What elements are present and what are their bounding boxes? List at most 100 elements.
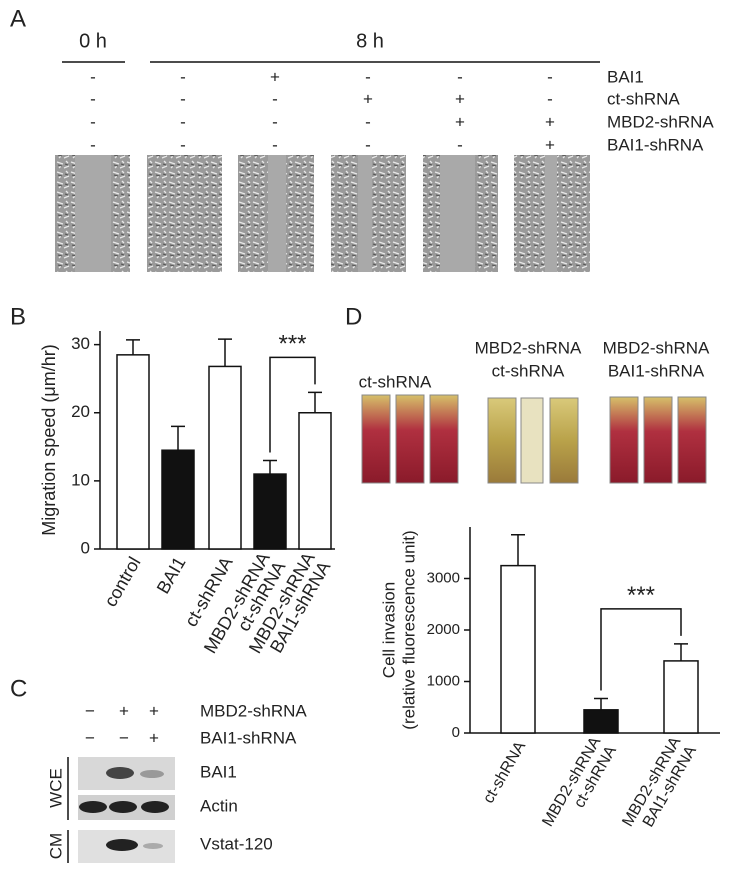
condition-sign: - <box>180 135 186 154</box>
condition-sign: - <box>457 135 463 154</box>
condition-name: BAI1 <box>607 67 644 86</box>
y-tick-label: 3000 <box>427 569 460 586</box>
condition-sign: - <box>180 89 186 108</box>
wound-gap <box>268 155 286 272</box>
condition-name: MBD2-shRNA <box>200 701 307 720</box>
wound-gap <box>358 155 372 272</box>
image-label: ct-shRNA <box>492 361 565 380</box>
significance-label: *** <box>278 331 306 358</box>
error-bar <box>511 533 525 566</box>
error-bar <box>218 338 232 367</box>
error-bar <box>308 391 322 413</box>
y-tick-label: 1000 <box>427 672 460 689</box>
significance-bracket <box>269 356 316 453</box>
significance-label: *** <box>627 582 655 609</box>
condition-sign: + <box>149 701 159 720</box>
band <box>109 801 137 813</box>
condition-sign: - <box>365 67 371 86</box>
tube <box>643 396 673 484</box>
panel-label: D <box>345 303 362 330</box>
band <box>143 843 163 849</box>
wound-gap <box>440 155 475 272</box>
bar <box>208 365 242 550</box>
bar <box>116 354 150 550</box>
x-tick-label: control <box>100 553 144 610</box>
error-bar <box>594 697 608 710</box>
y-tick-label: 10 <box>71 470 90 489</box>
condition-sign: - <box>547 67 553 86</box>
y-tick-label: 20 <box>71 402 90 421</box>
condition-sign: + <box>455 112 465 131</box>
tube <box>520 397 544 484</box>
tube <box>609 396 639 484</box>
tube <box>487 397 517 484</box>
condition-sign: - <box>365 135 371 154</box>
band <box>140 770 164 778</box>
condition-sign: + <box>363 89 373 108</box>
condition-name: MBD2-shRNA <box>607 112 714 131</box>
condition-name: BAI1-shRNA <box>200 728 297 747</box>
micrograph <box>147 155 222 272</box>
image-label: MBD2-shRNA <box>475 338 582 357</box>
time-label: 0 h <box>79 30 107 52</box>
migration-images <box>55 155 590 272</box>
bar <box>583 709 619 734</box>
tube <box>549 397 579 484</box>
wound-gap <box>545 155 557 272</box>
image-label: MBD2-shRNA <box>603 338 710 357</box>
condition-sign: - <box>180 67 186 86</box>
y-axis-label: Cell invasion <box>379 582 398 678</box>
y-axis-label: (relative fluorescence unit) <box>399 530 418 729</box>
condition-sign: + <box>119 701 129 720</box>
condition-sign: - <box>547 89 553 108</box>
condition-sign: - <box>90 89 96 108</box>
y-tick-label: 30 <box>71 334 90 353</box>
x-tick-label-line: ct-shRNA <box>480 738 529 806</box>
time-label: 8 h <box>356 30 384 52</box>
y-tick-label: 0 <box>81 538 90 557</box>
tube <box>361 394 391 484</box>
band <box>141 801 169 813</box>
blot-label: BAI1 <box>200 762 237 781</box>
band <box>106 767 134 779</box>
image-label: BAI1-shRNA <box>608 361 705 380</box>
panel-label: C <box>10 675 27 702</box>
y-tick-label: 0 <box>452 724 460 741</box>
condition-sign: - <box>457 67 463 86</box>
condition-name: ct-shRNA <box>607 89 680 108</box>
image-label: ct-shRNA <box>359 372 432 391</box>
group-label: WCE <box>46 768 65 808</box>
condition-sign: − <box>85 728 95 747</box>
tube-images <box>361 394 707 484</box>
group-label: CM <box>46 833 65 859</box>
condition-sign: − <box>85 701 95 720</box>
condition-sign: - <box>272 135 278 154</box>
condition-sign: - <box>90 135 96 154</box>
condition-name: BAI1-shRNA <box>607 135 704 154</box>
error-bar <box>126 339 140 355</box>
y-tick-label: 2000 <box>427 621 460 638</box>
condition-sign: - <box>90 67 96 86</box>
significance-bracket <box>600 608 682 691</box>
condition-sign: - <box>90 112 96 131</box>
condition-sign: + <box>545 112 555 131</box>
wound-gap <box>75 155 111 272</box>
x-tick-label-line: control <box>100 553 144 610</box>
condition-sign: - <box>272 89 278 108</box>
bar <box>253 473 287 550</box>
western-blots <box>67 757 175 863</box>
blot-label: Actin <box>200 796 238 815</box>
bar <box>500 564 536 734</box>
y-axis-label: Migration speed (μm/hr) <box>39 344 59 535</box>
condition-sign: - <box>180 112 186 131</box>
error-bar <box>171 425 185 451</box>
condition-sign: − <box>119 728 129 747</box>
bar <box>663 660 699 734</box>
blot-label: Vstat-120 <box>200 834 273 853</box>
x-tick-label: BAI1 <box>153 553 190 597</box>
condition-sign: + <box>545 135 555 154</box>
